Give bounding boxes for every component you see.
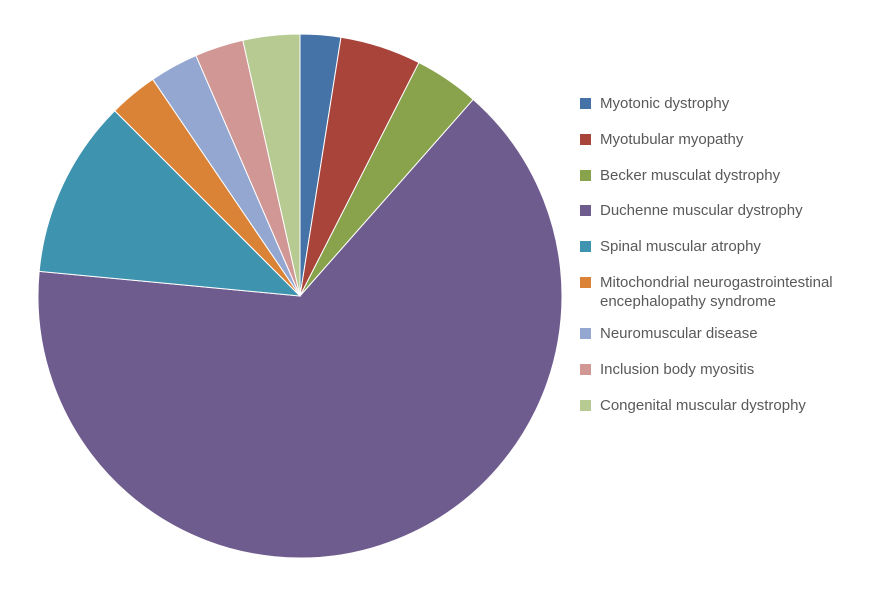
legend-swatch: [580, 170, 591, 181]
legend-swatch: [580, 328, 591, 339]
legend-label: Duchenne muscular dystrophy: [600, 202, 860, 221]
legend-swatch: [580, 205, 591, 216]
pie-area: [30, 10, 570, 583]
legend-item: Neuromuscular disease: [580, 325, 870, 344]
legend-label: Neuromuscular disease: [600, 325, 860, 344]
legend-label: Congenital muscular dystrophy: [600, 397, 860, 416]
legend-label: Inclusion body myositis: [600, 361, 860, 380]
legend-item: Spinal muscular atrophy: [580, 238, 870, 257]
legend-label: Spinal muscular atrophy: [600, 238, 860, 257]
legend-label: Myotubular myopathy: [600, 131, 860, 150]
legend-swatch: [580, 364, 591, 375]
legend-swatch: [580, 241, 591, 252]
legend-item: Becker musculat dystrophy: [580, 167, 870, 186]
legend-item: Duchenne muscular dystrophy: [580, 202, 870, 221]
pie-chart: [30, 10, 570, 583]
legend: Myotonic dystrophy Myotubular myopathy Bec…: [580, 95, 870, 433]
legend-swatch: [580, 134, 591, 145]
legend-item: Inclusion body myositis: [580, 361, 870, 380]
legend-item: Myotubular myopathy: [580, 131, 870, 150]
legend-swatch: [580, 277, 591, 288]
legend-label: Mitochondrial neurogastrointestinal ence…: [600, 274, 860, 312]
legend-swatch: [580, 98, 591, 109]
legend-item: Congenital muscular dystrophy: [580, 397, 870, 416]
legend-label: Myotonic dystrophy: [600, 95, 860, 114]
legend-label: Becker musculat dystrophy: [600, 167, 860, 186]
chart-container: Myotonic dystrophy Myotubular myopathy Bec…: [0, 0, 894, 593]
legend-item: Myotonic dystrophy: [580, 95, 870, 114]
legend-swatch: [580, 400, 591, 411]
legend-item: Mitochondrial neurogastrointestinal ence…: [580, 274, 870, 312]
